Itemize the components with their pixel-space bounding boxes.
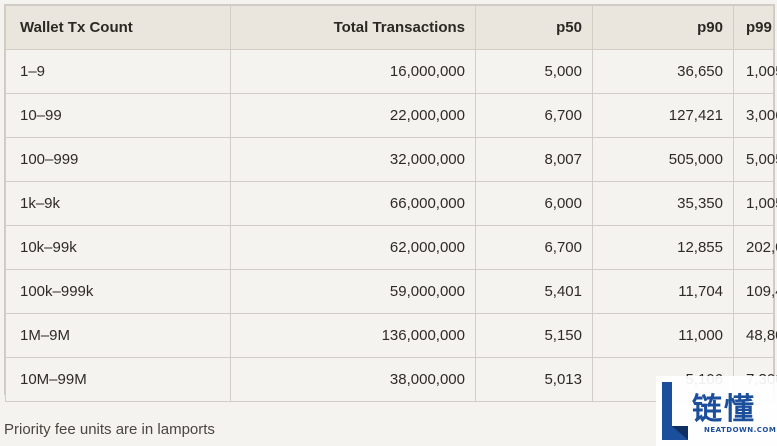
- cell-total-transactions: 38,000,000: [230, 357, 476, 402]
- cell-p90: 35,350: [592, 181, 734, 226]
- cell-wallet-tx-count: 10M–99M: [5, 357, 231, 402]
- table-row: 1M–9M 136,000,000 5,150 11,000 48,803: [5, 313, 777, 358]
- cell-total-transactions: 32,000,000: [230, 137, 476, 182]
- priority-fee-table: Wallet Tx Count Total Transactions p50 p…: [4, 4, 777, 402]
- column-header-p99: p99: [733, 5, 774, 50]
- table-row: 100–999 32,000,000 8,007 505,000 5,005,0…: [5, 137, 777, 182]
- cell-total-transactions: 66,000,000: [230, 181, 476, 226]
- cell-p50: 6,700: [475, 225, 593, 270]
- cell-p50: 6,000: [475, 181, 593, 226]
- footnote: Priority fee units are in lamports: [4, 421, 215, 438]
- logo-mark-icon: [662, 382, 688, 440]
- cell-wallet-tx-count: 10–99: [5, 93, 231, 138]
- cell-p50: 5,013: [475, 357, 593, 402]
- table-row: 1–9 16,000,000 5,000 36,650 1,005,000: [5, 49, 777, 94]
- cell-p90: 11,704: [592, 269, 734, 314]
- cell-p99: 48,803: [733, 313, 777, 358]
- cell-wallet-tx-count: 100–999: [5, 137, 231, 182]
- cell-p50: 8,007: [475, 137, 593, 182]
- cell-p90: 12,855: [592, 225, 734, 270]
- cell-wallet-tx-count: 1–9: [5, 49, 231, 94]
- cell-p50: 5,150: [475, 313, 593, 358]
- cell-p99: 1,005,000: [733, 181, 777, 226]
- cell-total-transactions: 16,000,000: [230, 49, 476, 94]
- logo-subtext: NEATDOWN.COM: [704, 426, 777, 434]
- table-row: 100k–999k 59,000,000 5,401 11,704 109,42…: [5, 269, 777, 314]
- cell-total-transactions: 136,000,000: [230, 313, 476, 358]
- cell-p50: 5,000: [475, 49, 593, 94]
- column-header-total-transactions: Total Transactions: [230, 5, 476, 50]
- cell-total-transactions: 22,000,000: [230, 93, 476, 138]
- cell-p99: 109,424: [733, 269, 777, 314]
- cell-wallet-tx-count: 1M–9M: [5, 313, 231, 358]
- cell-p99: 5,005,000: [733, 137, 777, 182]
- cell-p90: 11,000: [592, 313, 734, 358]
- column-header-wallet-tx-count: Wallet Tx Count: [5, 5, 231, 50]
- table-row: 10k–99k 62,000,000 6,700 12,855 202,011: [5, 225, 777, 270]
- cell-wallet-tx-count: 1k–9k: [5, 181, 231, 226]
- cell-p99: 1,005,000: [733, 49, 777, 94]
- data-table: Wallet Tx Count Total Transactions p50 p…: [5, 5, 777, 402]
- cell-p90: 505,000: [592, 137, 734, 182]
- cell-total-transactions: 59,000,000: [230, 269, 476, 314]
- cell-p50: 5,401: [475, 269, 593, 314]
- watermark-logo: 链懂 NEATDOWN.COM: [656, 376, 777, 446]
- cell-p99: 202,011: [733, 225, 777, 270]
- cell-wallet-tx-count: 10k–99k: [5, 225, 231, 270]
- column-header-p90: p90: [592, 5, 734, 50]
- cell-p50: 6,700: [475, 93, 593, 138]
- table-row: 1k–9k 66,000,000 6,000 35,350 1,005,000: [5, 181, 777, 226]
- cell-p90: 127,421: [592, 93, 734, 138]
- cell-total-transactions: 62,000,000: [230, 225, 476, 270]
- header-row: Wallet Tx Count Total Transactions p50 p…: [5, 5, 774, 50]
- logo-text: 链懂: [692, 392, 756, 427]
- table-row: 10–99 22,000,000 6,700 127,421 3,006,790: [5, 93, 777, 138]
- cell-wallet-tx-count: 100k–999k: [5, 269, 231, 314]
- cell-p90: 36,650: [592, 49, 734, 94]
- column-header-p50: p50: [475, 5, 593, 50]
- cell-p99: 3,006,790: [733, 93, 777, 138]
